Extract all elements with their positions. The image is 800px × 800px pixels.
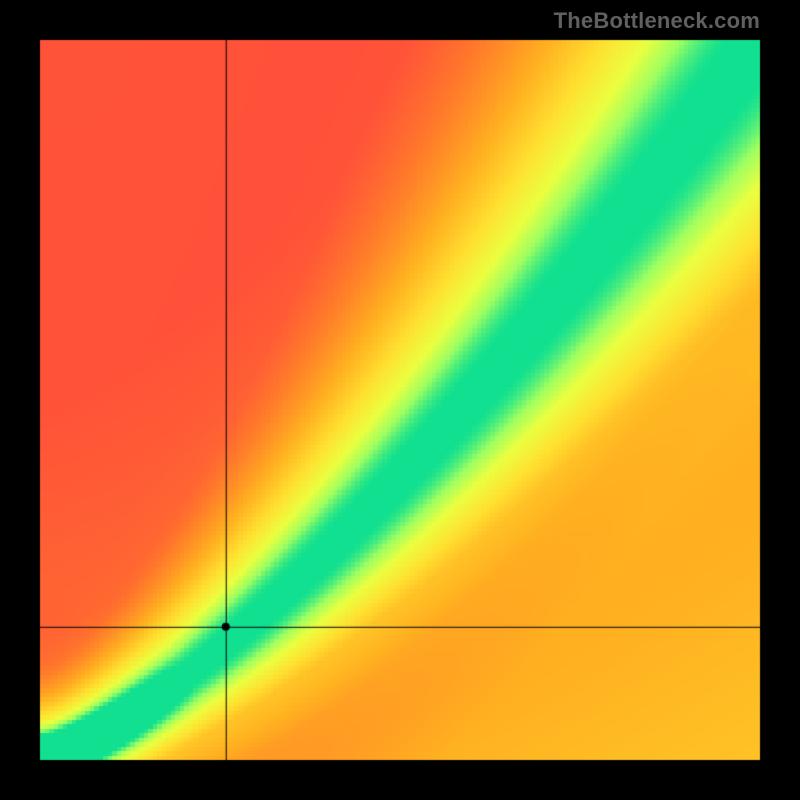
bottleneck-heatmap [0, 0, 800, 800]
watermark-text: TheBottleneck.com [554, 8, 760, 34]
chart-container: TheBottleneck.com [0, 0, 800, 800]
